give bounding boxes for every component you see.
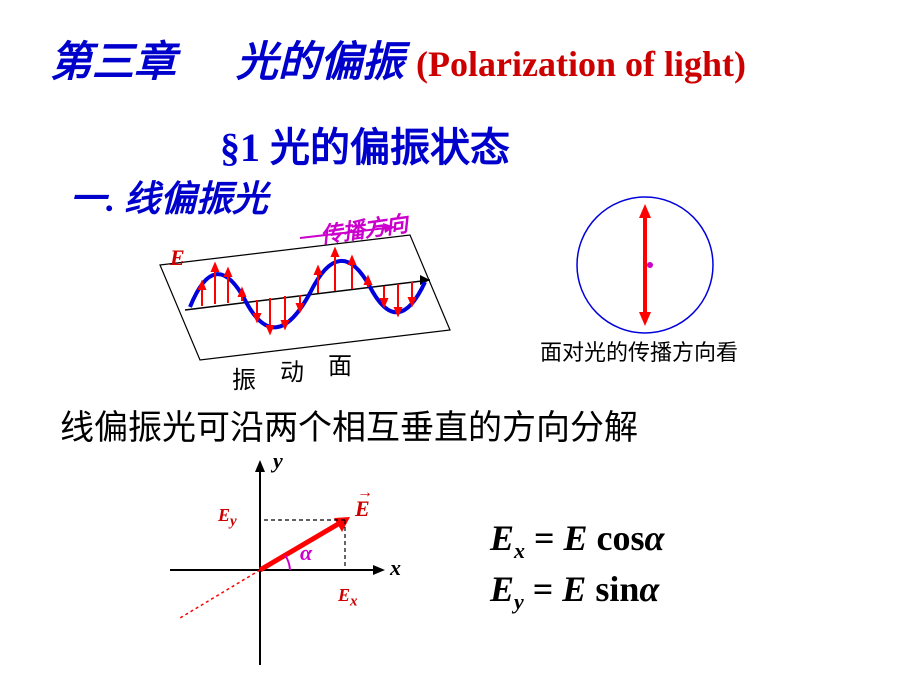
alpha-label: α bbox=[300, 540, 312, 566]
vib-char-3: 面 bbox=[328, 346, 352, 381]
topic-label: 光的偏振 bbox=[236, 28, 404, 89]
ex-label: Ex bbox=[338, 585, 358, 611]
circle-caption: 面对光的传播方向看 bbox=[540, 335, 738, 367]
topic-english: (Polarization of light) bbox=[416, 43, 746, 85]
e-field-label: E bbox=[170, 245, 185, 271]
chapter-label: 第三章 bbox=[50, 28, 176, 89]
vib-char-2: 动 bbox=[280, 352, 304, 387]
vib-char-1: 振 bbox=[232, 360, 256, 395]
y-axis-label: y bbox=[273, 448, 283, 474]
ey-label: Ey bbox=[218, 505, 237, 531]
title-row: 第三章 光的偏振 (Polarization of light) bbox=[50, 28, 890, 89]
equations-block: Ex = E cosα Ey = E sinα bbox=[490, 515, 664, 617]
circle-diagram bbox=[560, 190, 730, 340]
equation-ex: Ex = E cosα bbox=[490, 515, 664, 566]
equation-ey: Ey = E sinα bbox=[490, 566, 664, 617]
section-heading: §1 光的偏振状态 bbox=[220, 115, 510, 173]
decomposition-text: 线偏振光可沿两个相互垂直的方向分解 bbox=[60, 400, 638, 449]
wave-diagram bbox=[150, 210, 460, 380]
x-axis-label: x bbox=[390, 555, 401, 581]
e-vector-label: E→ bbox=[355, 496, 370, 522]
